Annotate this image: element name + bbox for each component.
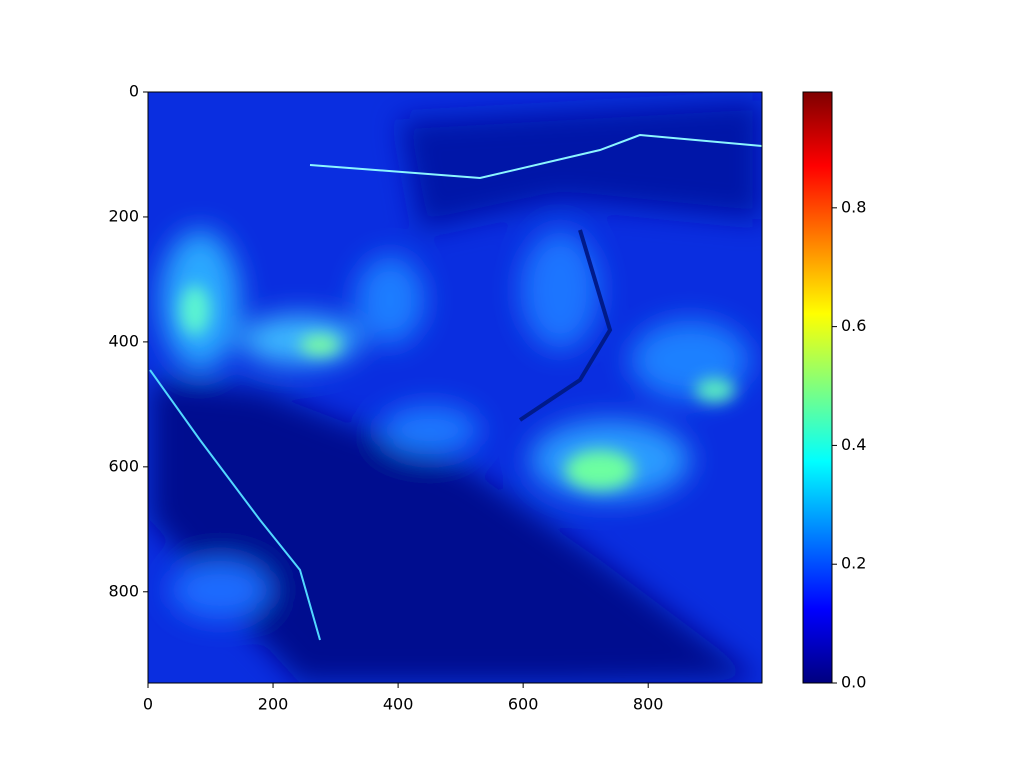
colorbar-fill [803, 92, 832, 683]
x-tick-label: 0 [143, 695, 153, 714]
x-tick-label: 400 [383, 695, 414, 714]
x-tick-label: 200 [258, 695, 289, 714]
x-tick-label: 800 [633, 695, 664, 714]
colorbar-tick-label: 0.2 [841, 554, 866, 573]
heatmap-texture [518, 229, 613, 422]
colorbar-tick-label: 0.6 [841, 316, 866, 335]
heatmap-texture [149, 369, 321, 641]
colorbar [802, 91, 833, 684]
heatmap-image [148, 92, 762, 683]
heatmap-texture [180, 285, 735, 490]
colorbar-tick-label: 0.4 [841, 435, 866, 454]
x-tick-label: 600 [508, 695, 539, 714]
colorbar-tick-label: 0.0 [841, 673, 866, 692]
axes-frame [147, 91, 763, 684]
y-tick-label: 600 [108, 456, 139, 475]
y-tick-label: 800 [108, 581, 139, 600]
y-tick-label: 0 [129, 82, 139, 101]
y-tick-label: 200 [108, 206, 139, 225]
heatmap-texture [309, 133, 762, 180]
y-tick-label: 400 [108, 331, 139, 350]
colorbar-tick-label: 0.8 [841, 197, 866, 216]
